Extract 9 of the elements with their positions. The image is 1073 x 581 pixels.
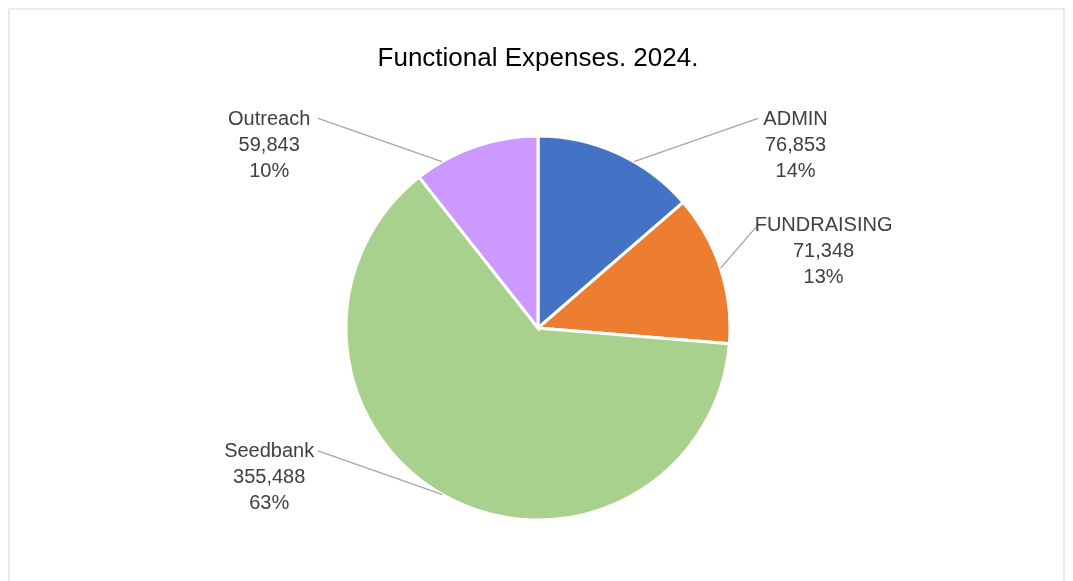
data-label: 59,843 10% [238,132,300,181]
slice-label: ADMIN [763,106,828,129]
slice-label: FUNDRAISING [754,213,893,236]
chart-title: Functional Expenses. 2024. [377,42,699,72]
slice-label: Seedbank [224,439,316,462]
data-label: 76,853 14% [765,132,827,181]
slice-label: Outreach [228,106,311,129]
data-label: 355,488 63% [233,465,306,514]
data-label: 71,348 13% [793,239,855,288]
